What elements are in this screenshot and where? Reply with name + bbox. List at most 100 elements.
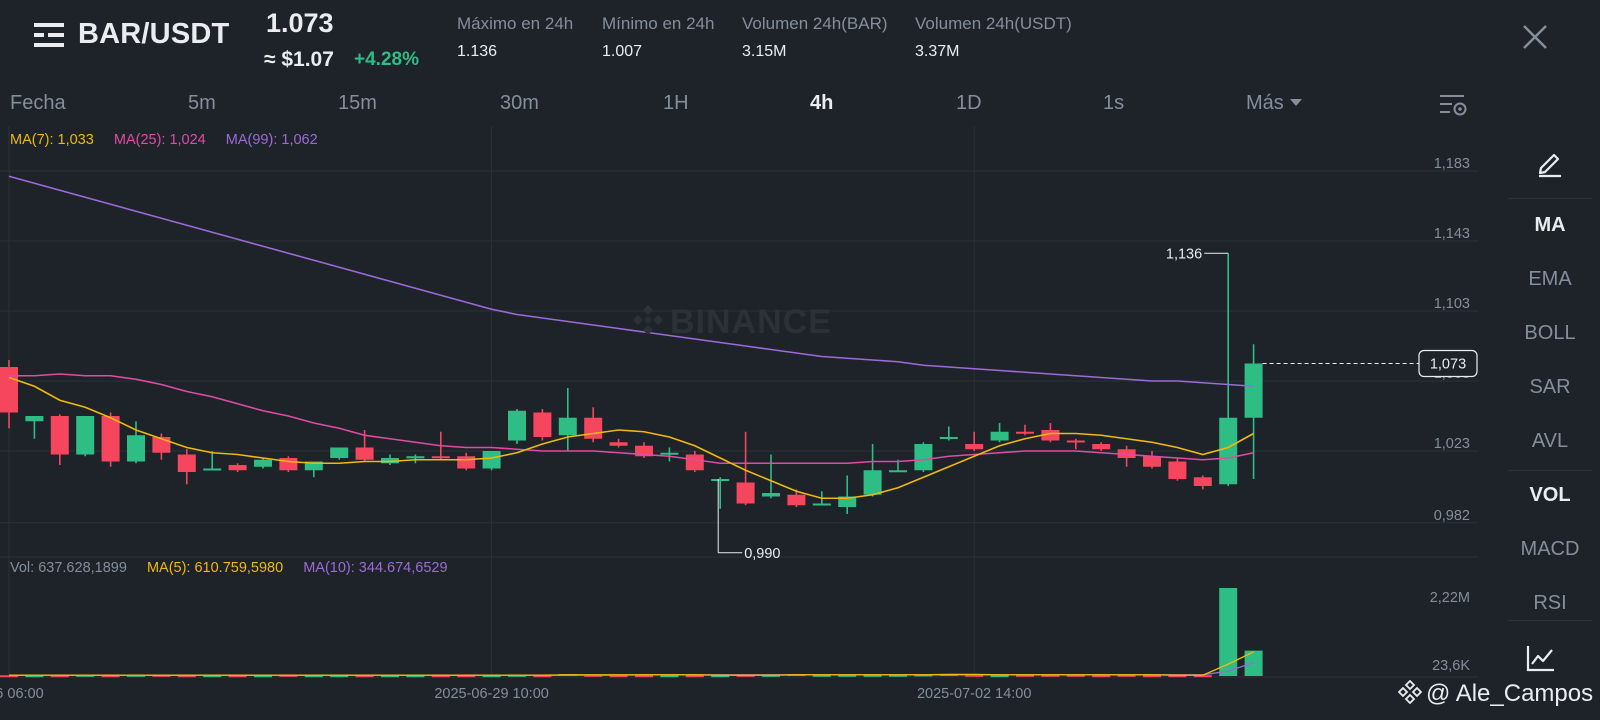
indicator-sar[interactable]: SAR	[1529, 376, 1571, 398]
volume-bar	[1219, 588, 1238, 676]
header: BAR/USDT 1.073 ≈ $1.07 +4.28% Máximo en …	[0, 0, 1600, 80]
candle-body	[279, 458, 298, 471]
volume-bar	[304, 675, 323, 678]
stat-label: Máximo en 24h	[457, 14, 574, 33]
menu-icon[interactable]	[34, 22, 64, 48]
candle-body	[914, 444, 933, 471]
candle-body	[381, 458, 399, 464]
indicator-rsi[interactable]: RSI	[1533, 592, 1567, 614]
volume-ma5-legend: MA(5): 610.759,5980	[146, 560, 284, 576]
tab-5m[interactable]: 5m	[188, 92, 216, 114]
volume-bar	[76, 674, 95, 677]
candle-body	[1244, 363, 1263, 418]
volume-bar	[457, 675, 476, 678]
x-axis-tick-label: 6-26 06:00	[0, 686, 44, 702]
volume-ma5-line	[9, 651, 1254, 676]
pair-title[interactable]: BAR/USDT	[78, 18, 230, 50]
volume-bar	[762, 674, 780, 677]
tab-1s[interactable]: 1s	[1103, 92, 1125, 114]
candle-body	[965, 444, 984, 450]
candle-body	[762, 493, 780, 497]
volume-bar	[279, 674, 298, 677]
tab-1d[interactable]: 1D	[956, 92, 982, 114]
tab-15m[interactable]: 15m	[338, 92, 377, 114]
volume-bar	[609, 675, 628, 678]
tab-date[interactable]: Fecha	[10, 92, 66, 114]
tab-more[interactable]: Más	[1246, 92, 1302, 115]
candle-body	[152, 437, 171, 453]
ma25-line	[9, 373, 1254, 465]
volume-bar	[355, 675, 374, 678]
candle-body	[330, 447, 349, 458]
stat-label: Volumen 24h(USDT)	[915, 14, 1072, 33]
indicator-vol[interactable]: VOL	[1529, 484, 1571, 506]
close-icon[interactable]	[1522, 24, 1548, 50]
candle-body	[482, 451, 501, 469]
watermark-text: BINANCE	[670, 303, 832, 341]
volume-value-legend: Vol: 637.628,1899	[10, 560, 127, 576]
candle-body	[101, 416, 120, 462]
tab-more-label: Más	[1246, 92, 1284, 114]
volume-bar	[635, 675, 653, 678]
y-axis-tick-label: 1,063	[1434, 366, 1470, 382]
volume-bar	[152, 674, 171, 677]
volume-bar	[127, 674, 145, 677]
indicator-macd[interactable]: MACD	[1520, 538, 1580, 560]
volume-bar	[1168, 675, 1187, 678]
stat-value: 3.15M	[742, 43, 787, 60]
candle-body	[838, 496, 857, 507]
price-ma-legend: MA(7): 1,033 MA(25): 1,024 MA(99): 1,062	[10, 132, 334, 148]
pencil-icon[interactable]	[1535, 148, 1565, 178]
tab-4h[interactable]: 4h	[810, 92, 834, 114]
candle-body	[508, 410, 526, 441]
volume-bar	[101, 675, 120, 678]
caret-down-icon	[1289, 98, 1302, 106]
chart-settings-icon[interactable]	[1438, 92, 1468, 118]
tab-1h[interactable]: 1H	[663, 92, 689, 114]
stat-value: 1.136	[457, 43, 498, 60]
volume-bar	[1066, 674, 1085, 677]
indicator-ema[interactable]: EMA	[1528, 268, 1572, 290]
y-axis-tick-label: 1,023	[1434, 436, 1470, 452]
candle-body	[635, 445, 653, 457]
candle-body	[609, 442, 628, 446]
indicator-boll[interactable]: BOLL	[1524, 322, 1576, 344]
stat-24h-volume-quote: Volumen 24h(USDT) 3.37M	[915, 14, 1072, 61]
candle-body	[685, 454, 704, 471]
ma7-legend: MA(7): 1,033	[10, 132, 94, 148]
low-price-label: 0,990	[744, 546, 780, 562]
candle-body	[25, 416, 44, 422]
candle-body	[660, 452, 679, 455]
volume-bar	[25, 675, 44, 678]
indicator-ma[interactable]: MA	[1534, 214, 1566, 236]
binance-watermark: BINANCE	[630, 302, 832, 342]
volume-ma10-legend: MA(10): 344.674,6529	[303, 560, 448, 576]
candle-body	[812, 503, 831, 506]
volume-bar	[889, 674, 907, 677]
candle-body	[787, 494, 806, 506]
binance-logo-icon	[633, 305, 663, 335]
indicator-panel: MA EMA BOLL SAR AVL VOL MACD RSI	[1508, 130, 1592, 675]
candle-body	[1041, 430, 1060, 441]
candle-body	[127, 435, 145, 462]
volume-bar	[0, 675, 18, 678]
candle-body	[939, 437, 958, 439]
candle-body	[990, 431, 1009, 441]
stat-value: 3.37M	[915, 43, 960, 60]
volume-bar	[50, 675, 69, 678]
tab-30m[interactable]: 30m	[500, 92, 539, 114]
volume-bar	[660, 675, 679, 678]
stat-24h-high: Máximo en 24h 1.136	[457, 14, 573, 61]
y-axis-tick-label: 1,183	[1434, 156, 1470, 172]
candle-body	[304, 461, 323, 471]
current-price-label: 1,073	[1430, 357, 1466, 373]
indicator-avl[interactable]: AVL	[1531, 430, 1569, 452]
divider	[1508, 198, 1592, 199]
volume-bar	[203, 675, 222, 678]
last-price: 1.073	[266, 8, 334, 38]
line-chart-icon[interactable]	[1526, 644, 1556, 672]
volume-bar	[838, 674, 857, 677]
volume-bar	[381, 675, 399, 678]
candle-body	[50, 416, 69, 455]
candle-body	[1168, 461, 1187, 479]
